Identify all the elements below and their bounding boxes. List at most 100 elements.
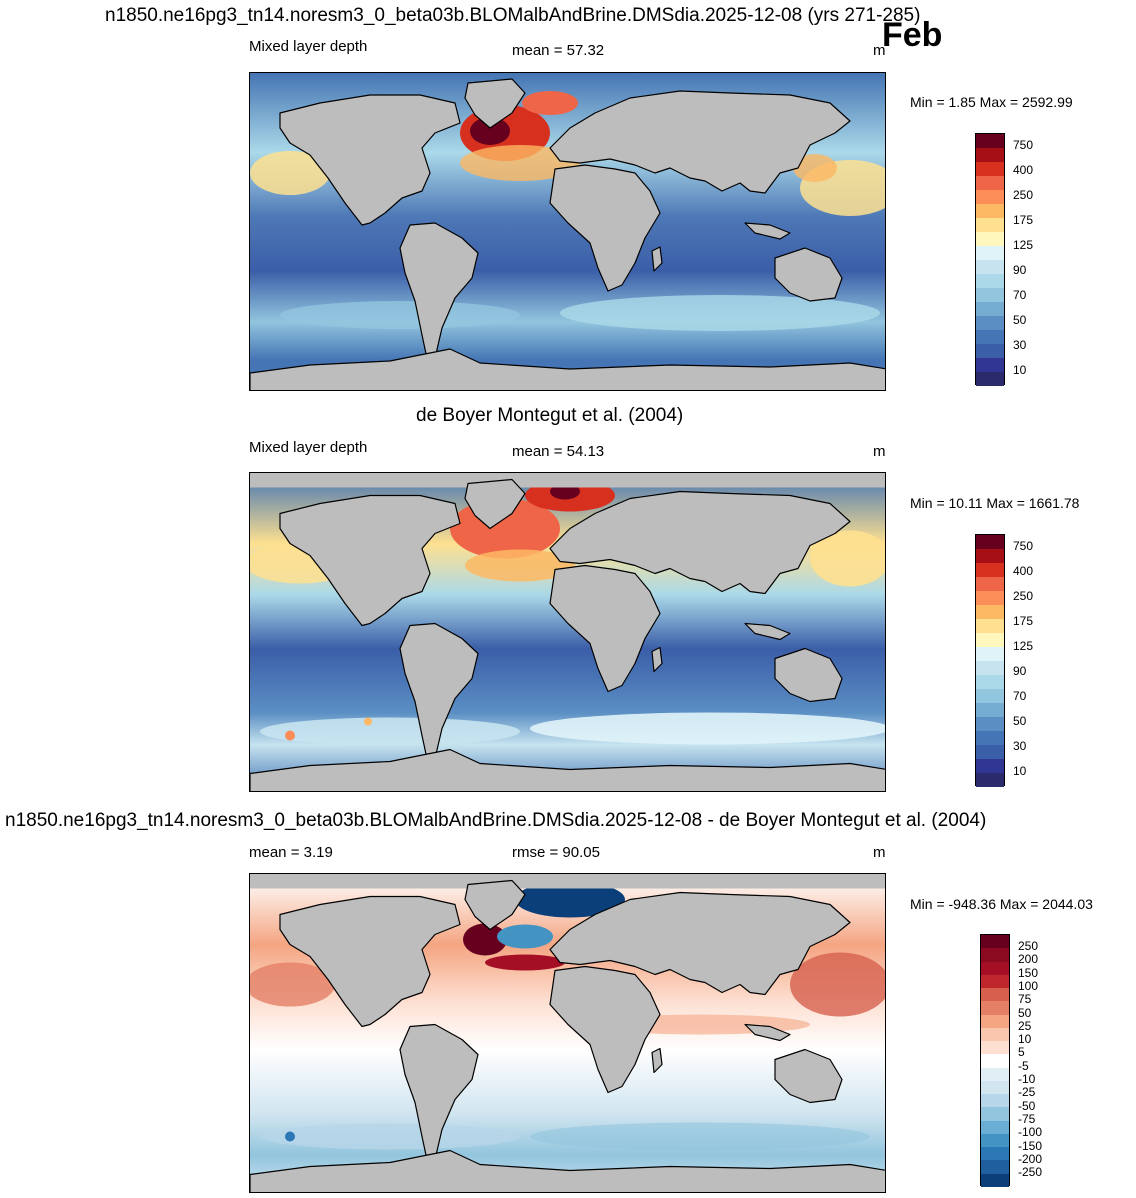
colorbar-swatch <box>976 759 1004 773</box>
colorbar-tick-label: 70 <box>1013 288 1027 302</box>
colorbar-swatch <box>981 1120 1009 1134</box>
colorbar-tick-label: -5 <box>1018 1058 1029 1073</box>
colorbar-tick-label: 90 <box>1013 263 1027 277</box>
panel3-colorbar-scale <box>980 934 1010 1187</box>
colorbar-swatch <box>976 661 1004 675</box>
colorbar-swatch <box>976 274 1004 288</box>
colorbar-swatch <box>981 1041 1009 1055</box>
colorbar-tick-label: 50 <box>1013 714 1027 728</box>
colorbar-tick-label: 30 <box>1013 739 1027 753</box>
colorbar-tick-label: 400 <box>1013 564 1034 578</box>
colorbar-tick-label: 30 <box>1013 338 1027 352</box>
colorbar-swatch <box>981 1173 1009 1187</box>
colorbar-swatch <box>981 1027 1009 1041</box>
panel1-variable-label: Mixed layer depth <box>249 38 368 55</box>
colorbar-swatch <box>976 591 1004 605</box>
colorbar-swatch <box>976 232 1004 246</box>
colorbar-swatch <box>976 372 1004 386</box>
colorbar-tick-label: 400 <box>1013 163 1034 177</box>
colorbar-tick-label: 75 <box>1018 992 1032 1007</box>
panel2-title: de Boyer Montegut et al. (2004) <box>416 405 684 426</box>
colorbar-swatch <box>976 675 1004 689</box>
colorbar-tick-label: -250 <box>1018 1165 1043 1180</box>
colorbar-swatch <box>976 134 1004 148</box>
panel3-mean-label: mean = 3.19 <box>249 844 333 861</box>
colorbar-swatch <box>976 302 1004 316</box>
panel1-map <box>249 72 886 391</box>
colorbar-tick-label: 175 <box>1013 614 1034 628</box>
panel2-unit-label: m <box>873 443 886 460</box>
colorbar-tick-label: -75 <box>1018 1111 1036 1126</box>
panel2-variable-label: Mixed layer depth <box>249 439 368 456</box>
panel1-mean-label: mean = 57.32 <box>512 42 605 59</box>
colorbar-tick-label: 50 <box>1013 313 1027 327</box>
colorbar-swatch <box>981 1160 1009 1174</box>
colorbar-swatch <box>976 358 1004 372</box>
colorbar-swatch <box>976 633 1004 647</box>
colorbar-swatch <box>981 1001 1009 1015</box>
colorbar-swatch <box>981 1107 1009 1121</box>
panel1-title: n1850.ne16pg3_tn14.noresm3_0_beta03b.BLO… <box>105 5 921 26</box>
colorbar-swatch <box>976 218 1004 232</box>
colorbar-swatch <box>976 535 1004 549</box>
colorbar-tick-label: 750 <box>1013 138 1034 152</box>
colorbar-tick-label: 25 <box>1018 1018 1032 1033</box>
panel2-minmax-label: Min = 10.11 Max = 1661.78 <box>910 495 1080 511</box>
panel1-minmax-label: Min = 1.85 Max = 2592.99 <box>910 94 1073 110</box>
panel2-mean-label: mean = 54.13 <box>512 443 605 460</box>
colorbar-tick-label: 10 <box>1013 363 1027 377</box>
colorbar-swatch <box>976 176 1004 190</box>
colorbar-tick-label: 750 <box>1013 539 1034 553</box>
colorbar-swatch <box>981 988 1009 1002</box>
colorbar-tick-label: -100 <box>1018 1125 1043 1140</box>
colorbar-swatch <box>976 246 1004 260</box>
colorbar-tick-label: 10 <box>1013 764 1027 778</box>
colorbar-swatch <box>981 948 1009 962</box>
colorbar-swatch <box>981 1147 1009 1161</box>
colorbar-swatch <box>976 190 1004 204</box>
colorbar-swatch <box>976 162 1004 176</box>
panel3-title: n1850.ne16pg3_tn14.noresm3_0_beta03b.BLO… <box>5 810 987 831</box>
colorbar-tick-label: -10 <box>1018 1072 1036 1086</box>
colorbar-swatch <box>976 605 1004 619</box>
colorbar-tick-label: 90 <box>1013 664 1027 678</box>
colorbar-swatch <box>981 1133 1009 1147</box>
colorbar-tick-label: 50 <box>1018 1005 1032 1020</box>
colorbar-tick-label: 100 <box>1018 978 1039 993</box>
colorbar-swatch <box>976 549 1004 563</box>
colorbar-swatch <box>981 974 1009 988</box>
colorbar-swatch <box>981 1080 1009 1094</box>
panel3-unit-label: m <box>873 844 886 861</box>
colorbar-swatch <box>976 563 1004 577</box>
colorbar-tick-label: -50 <box>1018 1098 1036 1113</box>
colorbar-swatch <box>976 731 1004 745</box>
colorbar-tick-label: 250 <box>1013 188 1034 202</box>
panel3-map <box>249 873 886 1193</box>
colorbar-swatch <box>976 204 1004 218</box>
colorbar-swatch <box>976 717 1004 731</box>
colorbar-swatch <box>981 1094 1009 1108</box>
colorbar-swatch <box>976 619 1004 633</box>
panel2-colorbar-scale <box>975 534 1005 787</box>
panel1-colorbar-scale <box>975 133 1005 386</box>
colorbar-tick-label: -200 <box>1018 1151 1043 1166</box>
colorbar-swatch <box>976 260 1004 274</box>
colorbar-tick-label: 250 <box>1013 589 1034 603</box>
colorbar-swatch <box>976 330 1004 344</box>
colorbar-tick-label: 150 <box>1018 965 1039 980</box>
colorbar-swatch <box>976 577 1004 591</box>
colorbar-swatch <box>981 1067 1009 1081</box>
colorbar-swatch <box>981 1054 1009 1068</box>
panel3-rmse-label: rmse = 90.05 <box>512 844 600 861</box>
colorbar-swatch <box>976 647 1004 661</box>
colorbar-swatch <box>976 148 1004 162</box>
colorbar-swatch <box>976 773 1004 787</box>
colorbar-swatch <box>981 961 1009 975</box>
colorbar-swatch <box>976 703 1004 717</box>
colorbar-tick-label: 125 <box>1013 238 1034 252</box>
colorbar-tick-label: 10 <box>1018 1032 1032 1047</box>
panel2-map <box>249 472 886 792</box>
colorbar-swatch <box>976 745 1004 759</box>
colorbar-tick-label: 175 <box>1013 213 1034 227</box>
colorbar-swatch <box>981 1014 1009 1028</box>
